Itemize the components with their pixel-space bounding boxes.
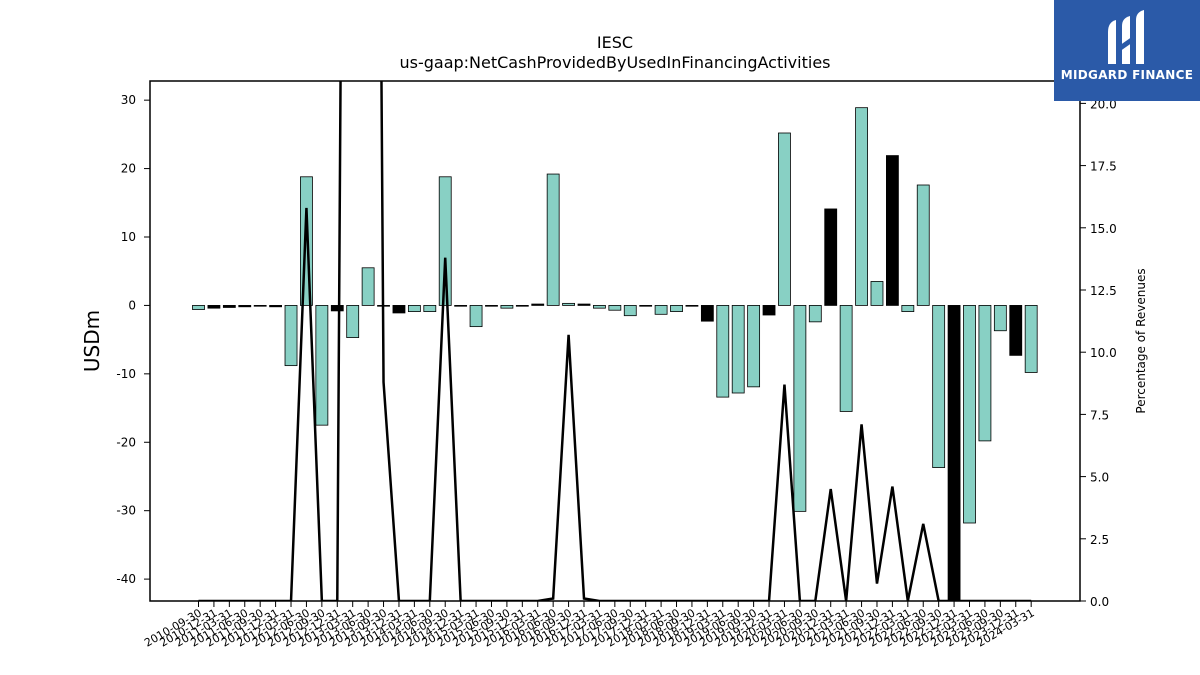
bar-2023-09-30 <box>993 305 1007 332</box>
bar-2012-12-31 <box>330 305 344 312</box>
y-tick-label: 20 <box>121 162 136 176</box>
y-tick-label-right: 0.0 <box>1090 595 1109 609</box>
y-tick-label: 0 <box>128 298 136 312</box>
y-tick-label-right: 12.5 <box>1090 284 1117 298</box>
bar-2017-06-30 <box>608 305 622 311</box>
bar-2018-09-30 <box>685 305 699 307</box>
bar-2011-03-31 <box>222 305 236 308</box>
bar-2011-12-31 <box>269 305 283 308</box>
bar-2022-09-30 <box>932 305 946 468</box>
bar-2016-03-31 <box>531 303 545 306</box>
bar-2015-03-31 <box>469 305 483 328</box>
y-tick-label-right: 10.0 <box>1090 346 1117 360</box>
y-tick-label: -10 <box>116 367 136 381</box>
chart-title: IESC <box>597 33 633 52</box>
bar-2021-12-31 <box>886 155 899 306</box>
bar-2023-03-31 <box>963 305 976 524</box>
y-tick-label: -30 <box>116 504 136 518</box>
bar-2018-06-30 <box>670 305 683 312</box>
bar-2011-09-30 <box>253 305 267 307</box>
midgard-logo-icon <box>1108 10 1144 64</box>
y-tick-label-right: 2.5 <box>1090 533 1109 547</box>
bar-2012-03-31 <box>284 305 298 367</box>
bar-2014-03-31 <box>407 305 421 312</box>
y-tick-label: 30 <box>121 93 136 107</box>
bar-2020-12-31 <box>824 208 838 306</box>
bar-2020-09-30 <box>808 305 822 323</box>
line-layer <box>198 81 1032 601</box>
bar-2014-06-30 <box>423 305 437 312</box>
y-tick-label: -20 <box>116 435 136 449</box>
bar-2019-09-30 <box>747 305 761 388</box>
bar-2020-06-30 <box>793 305 807 512</box>
bar-2019-06-30 <box>731 305 745 394</box>
bar-2017-03-31 <box>593 305 606 309</box>
bar-2011-06-30 <box>238 305 252 308</box>
bar-2015-12-31 <box>515 305 529 307</box>
bar-2018-12-31 <box>700 305 714 322</box>
bar-2023-06-30 <box>978 305 992 442</box>
bars-layer <box>192 107 1038 601</box>
bar-2022-12-31 <box>947 305 961 601</box>
y-tick-label-right: 15.0 <box>1090 222 1117 236</box>
bar-2018-03-31 <box>654 305 668 315</box>
percentage-line <box>198 81 1032 601</box>
bar-2021-06-30 <box>855 107 868 306</box>
bar-2022-06-30 <box>916 184 930 306</box>
bar-2016-09-30 <box>562 302 575 306</box>
bar-2019-12-31 <box>762 305 776 316</box>
logo-text: MIDGARD FINANCE <box>1060 68 1194 82</box>
bar-2012-09-30 <box>315 305 329 426</box>
bar-2021-09-30 <box>870 281 884 306</box>
bar-2014-12-31 <box>454 305 468 307</box>
bar-2013-06-30 <box>361 267 375 306</box>
chart-subtitle: us-gaap:NetCashProvidedByUsedInFinancing… <box>399 53 830 72</box>
bar-2014-09-30 <box>438 176 452 306</box>
bar-2016-06-30 <box>546 173 560 306</box>
bar-2017-12-31 <box>639 305 653 307</box>
y-tick-label-right: 17.5 <box>1090 160 1117 174</box>
bar-2022-03-31 <box>901 305 915 312</box>
bar-2019-03-31 <box>716 305 730 398</box>
bar-2015-06-30 <box>485 305 498 307</box>
bar-2010-09-30 <box>192 305 205 310</box>
y-tick-label: 10 <box>121 230 136 244</box>
y-tick-label-right: 5.0 <box>1090 471 1109 485</box>
bar-2016-12-31 <box>577 303 591 306</box>
bar-2015-09-30 <box>500 305 514 309</box>
bar-2013-12-31 <box>392 305 406 314</box>
y-ticks-right: 0.02.55.07.510.012.515.017.520.0 <box>1080 97 1117 609</box>
bar-2017-09-30 <box>623 305 637 317</box>
bar-2013-03-31 <box>346 305 360 338</box>
y-tick-label: -40 <box>116 572 136 586</box>
y-axis-label: USDm <box>80 310 104 372</box>
bar-2020-03-31 <box>778 132 791 306</box>
midgard-logo: MIDGARD FINANCE <box>1054 0 1200 101</box>
bar-2024-03-31 <box>1024 305 1038 373</box>
y-tick-label-right: 7.5 <box>1090 408 1109 422</box>
x-ticks: 2010-09-302010-12-312011-03-312011-06-30… <box>142 601 1037 650</box>
bar-2021-03-31 <box>839 305 853 412</box>
bar-2010-12-31 <box>207 305 221 309</box>
y-axis-label-right: Percentage of Revenues <box>1134 268 1148 413</box>
bar-2023-12-31 <box>1009 305 1023 356</box>
y-ticks-left: -40 -30 -20 -10 0 10 20 30 <box>116 93 150 586</box>
